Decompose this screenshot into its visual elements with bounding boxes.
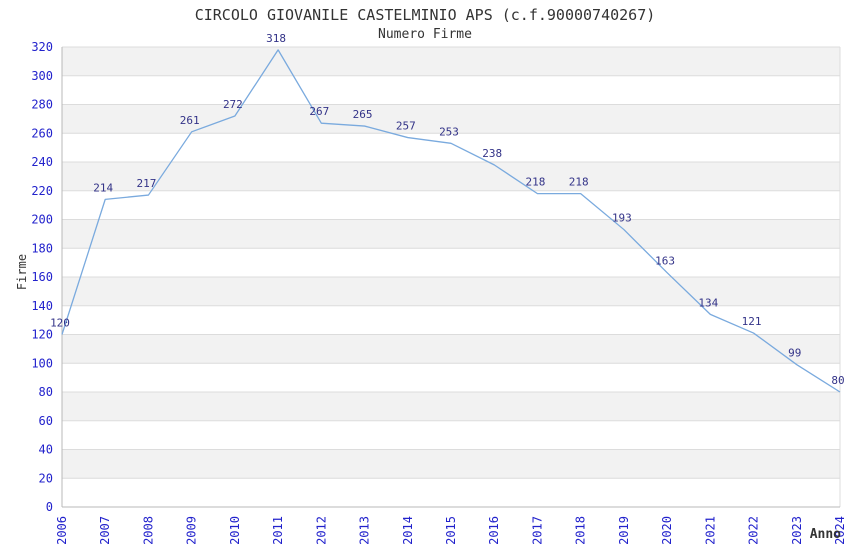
x-tick-label: 2014 bbox=[401, 516, 415, 545]
y-tick-label: 100 bbox=[31, 356, 53, 370]
x-tick-label: 2023 bbox=[790, 516, 804, 545]
plot-band bbox=[62, 277, 840, 306]
x-tick-label: 2015 bbox=[444, 516, 458, 545]
data-label: 121 bbox=[742, 315, 762, 328]
data-label: 99 bbox=[788, 347, 801, 360]
data-label: 214 bbox=[93, 181, 113, 194]
data-label: 218 bbox=[526, 176, 546, 189]
data-label: 120 bbox=[50, 317, 70, 330]
series-line bbox=[61, 49, 841, 393]
data-label: 238 bbox=[482, 147, 502, 160]
y-tick-label: 300 bbox=[31, 69, 53, 83]
x-tick-label: 2006 bbox=[55, 516, 69, 545]
data-label: 318 bbox=[266, 32, 286, 45]
plot-band bbox=[62, 133, 840, 162]
data-label: 134 bbox=[698, 296, 718, 309]
x-tick-label: 2010 bbox=[228, 516, 242, 545]
x-tick-label: 2017 bbox=[530, 516, 544, 545]
x-tick-label: 2013 bbox=[358, 516, 372, 545]
plot-band bbox=[62, 190, 840, 220]
x-tick-label: 2021 bbox=[703, 516, 717, 545]
y-tick-label: 40 bbox=[39, 443, 53, 457]
x-tick-label: 2008 bbox=[141, 516, 155, 545]
plot-band bbox=[62, 47, 840, 76]
y-tick-label: 20 bbox=[39, 471, 53, 485]
data-label: 261 bbox=[180, 114, 200, 127]
data-label: 218 bbox=[569, 176, 589, 189]
x-tick-label: 2016 bbox=[487, 516, 501, 545]
plot-band bbox=[62, 392, 840, 421]
y-tick-label: 180 bbox=[31, 241, 53, 255]
data-label: 80 bbox=[831, 374, 844, 387]
x-tick-label: 2011 bbox=[271, 516, 285, 545]
y-axis-title: Firme bbox=[15, 253, 29, 291]
y-tick-label: 320 bbox=[31, 40, 53, 54]
plot-band bbox=[62, 305, 840, 335]
y-tick-label: 80 bbox=[39, 385, 53, 399]
data-label: 257 bbox=[396, 120, 416, 133]
y-tick-label: 200 bbox=[31, 213, 53, 227]
x-tick-label: 2022 bbox=[747, 516, 761, 545]
plot-band bbox=[62, 449, 840, 479]
data-label: 265 bbox=[353, 108, 373, 121]
plot-band bbox=[62, 75, 840, 105]
data-label: 217 bbox=[137, 177, 157, 190]
data-label: 267 bbox=[309, 105, 329, 118]
x-tick-label: 2024 bbox=[833, 516, 847, 545]
x-tick-label: 2019 bbox=[617, 516, 631, 545]
plot-band bbox=[62, 420, 840, 450]
y-tick-label: 140 bbox=[31, 299, 53, 313]
plot-band bbox=[62, 219, 840, 249]
plot-band bbox=[62, 104, 840, 134]
x-tick-label: 2018 bbox=[574, 516, 588, 545]
data-label: 163 bbox=[655, 255, 675, 268]
y-tick-label: 220 bbox=[31, 184, 53, 198]
plot-band bbox=[62, 478, 840, 507]
y-tick-label: 120 bbox=[31, 328, 53, 342]
y-tick-label: 0 bbox=[46, 500, 53, 514]
x-tick-label: 2020 bbox=[660, 516, 674, 545]
chart-title: CIRCOLO GIOVANILE CASTELMINIO APS (c.f.9… bbox=[194, 6, 656, 24]
plot-band bbox=[62, 248, 840, 277]
plot-band bbox=[62, 334, 840, 364]
y-tick-label: 260 bbox=[31, 126, 53, 140]
x-tick-label: 2007 bbox=[98, 516, 112, 545]
plot-band bbox=[62, 162, 840, 191]
y-tick-label: 280 bbox=[31, 98, 53, 112]
x-tick-label: 2012 bbox=[314, 516, 328, 545]
data-label: 193 bbox=[612, 212, 632, 225]
x-axis-title: Anno bbox=[809, 527, 841, 542]
chart-subtitle: Numero Firme bbox=[378, 27, 472, 42]
data-label: 272 bbox=[223, 98, 243, 111]
y-tick-label: 160 bbox=[31, 270, 53, 284]
y-tick-label: 240 bbox=[31, 155, 53, 169]
data-label: 253 bbox=[439, 125, 459, 138]
plot-band bbox=[62, 363, 840, 392]
y-tick-label: 60 bbox=[39, 414, 53, 428]
x-tick-label: 2009 bbox=[185, 516, 199, 545]
